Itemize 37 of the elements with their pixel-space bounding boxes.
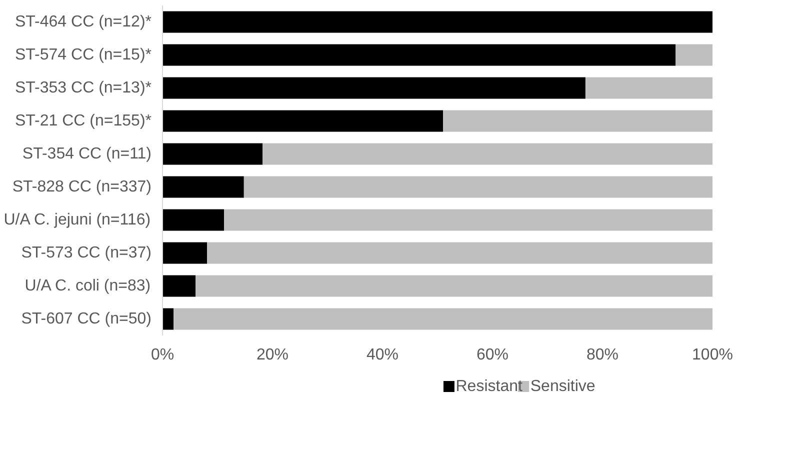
bar — [196, 275, 712, 297]
bar — [162, 275, 196, 297]
y-tick-label: U/A C. coli (n=83) — [24, 278, 151, 294]
bar — [443, 110, 712, 132]
y-tick-label: ST-828 CC (n=337) — [12, 178, 152, 196]
bar — [174, 308, 712, 330]
bar — [207, 242, 712, 264]
y-tick-label: ST-21 CC (n=155)* — [14, 112, 152, 130]
y-tick-label: ST-464 CC (n=12)* — [14, 14, 152, 30]
legend-label: Resistant — [456, 378, 523, 395]
bar — [162, 176, 244, 198]
bar — [162, 143, 263, 165]
y-tick-label: ST-607 CC (n=50) — [21, 310, 152, 328]
bar — [162, 44, 676, 66]
bar — [676, 44, 712, 66]
bar — [162, 308, 174, 330]
y-tick-label: ST-574 CC (n=15)* — [14, 46, 152, 64]
y-tick-label: U/A C. jejuni (n=116) — [4, 212, 151, 228]
x-tick-label: 80% — [586, 346, 619, 364]
legend-label: Sensitive — [530, 378, 596, 395]
bar — [224, 209, 712, 231]
bar — [162, 209, 224, 231]
y-tick-label: ST-354 CC (n=11) — [22, 146, 152, 162]
bar — [162, 242, 208, 264]
bar — [244, 176, 712, 198]
x-tick-label: 20% — [256, 346, 289, 364]
y-tick-label: ST-353 CC (n=13)* — [14, 80, 152, 96]
y-tick-label: ST-573 CC (n=37) — [21, 244, 152, 262]
x-tick-label: 0% — [150, 346, 174, 364]
bar — [162, 77, 586, 99]
bar — [162, 11, 712, 33]
bar — [585, 77, 712, 99]
bar — [262, 143, 712, 165]
x-tick-label: 40% — [366, 346, 399, 364]
bar — [162, 110, 443, 132]
x-tick-label: 60% — [476, 346, 509, 364]
x-tick-label: 100% — [692, 346, 733, 364]
